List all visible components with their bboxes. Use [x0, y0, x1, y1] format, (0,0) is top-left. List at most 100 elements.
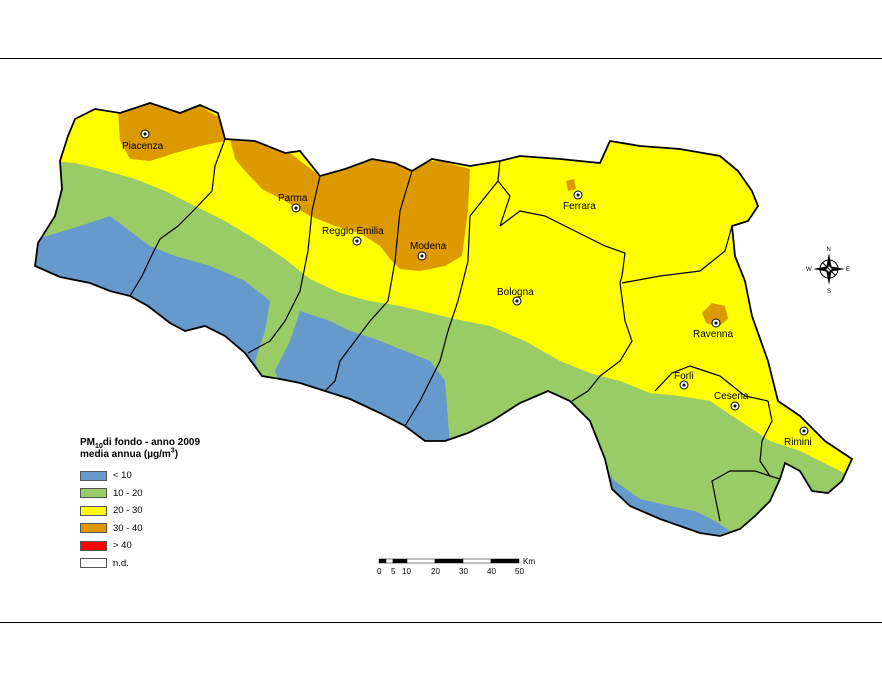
surface-lt10-center [275, 311, 450, 446]
city-label-piacenza: Piacenza [122, 141, 164, 152]
legend-subtitle-sup: 3 [170, 447, 175, 455]
legend-label: 20 - 30 [113, 505, 143, 517]
scale-seg-3 [392, 558, 408, 564]
legend-subtitle-post: ) [174, 449, 179, 460]
pm10-map: Piacenza Parma Reggio Emilia Modena Ferr [34, 102, 853, 537]
border-modena-bologna [404, 180, 499, 427]
legend-title-sub: 10 [95, 443, 103, 450]
border-piacenza-parma [129, 138, 226, 297]
city-cesena[interactable]: Cesena [714, 391, 749, 411]
city-label-modena: Modena [410, 241, 447, 252]
legend-item: 20 - 30 [80, 502, 280, 520]
legend-label: 30 - 40 [113, 522, 143, 534]
compass-s: S [827, 289, 831, 294]
compass-n: N [827, 247, 831, 253]
compass-needle-west [813, 266, 829, 272]
scale-seg-4 [406, 558, 436, 564]
city-dot [355, 239, 359, 243]
scale-seg-2 [385, 558, 394, 564]
scale-seg-6 [462, 558, 492, 564]
scale-bar: Km 0 5 10 20 30 40 50 [377, 557, 535, 576]
province-borders [129, 138, 781, 522]
legend-swatch [80, 523, 107, 534]
surface-30-40-ravenna [702, 303, 728, 327]
border-forli-south [711, 470, 771, 522]
city-label-rimini: Rimini [784, 437, 812, 448]
legend-swatch [80, 505, 107, 516]
border-ferrara-north [497, 160, 511, 227]
city-dot [420, 254, 424, 258]
legend-items: < 10 10 - 20 20 - 30 30 - 40 > 40 n.d. [80, 467, 280, 572]
city-piacenza[interactable]: Piacenza [122, 129, 164, 152]
map-frame: Piacenza Parma Reggio Emilia Modena Ferr [0, 58, 882, 623]
legend-swatch [80, 540, 107, 551]
city-ravenna[interactable]: Ravenna [693, 318, 733, 340]
surface-30-40-emilia [230, 139, 470, 271]
compass-needle-south [826, 269, 832, 285]
legend-label: 10 - 20 [113, 487, 143, 499]
border-bologna-ravenna [571, 282, 633, 402]
city-markers: Piacenza Parma Reggio Emilia Modena Ferr [122, 129, 812, 448]
scale-tick-10: 10 [402, 567, 411, 576]
city-label-reggio-emilia: Reggio Emilia [322, 226, 384, 237]
city-label-bologna: Bologna [497, 287, 534, 298]
border-bologna-ferrara [499, 210, 626, 284]
border-forli-rimini [759, 400, 781, 480]
city-rimini[interactable]: Rimini [784, 426, 812, 448]
scale-tick-20: 20 [431, 567, 440, 576]
legend-swatch [80, 558, 107, 569]
compass-rose-icon: N S E W [806, 247, 850, 294]
legend-label: < 10 [113, 470, 132, 482]
scale-seg-7 [490, 558, 520, 564]
city-forli[interactable]: Forlì [674, 371, 694, 390]
legend-item: 30 - 40 [80, 520, 280, 538]
legend-label: n.d. [113, 557, 129, 569]
legend-item: < 10 [80, 467, 280, 485]
legend-subtitle-pre: media annua (µg/m [80, 449, 171, 460]
compass-needle-diag [822, 262, 836, 276]
legend-item: 10 - 20 [80, 485, 280, 503]
scale-seg-5 [434, 558, 464, 564]
city-dot [143, 132, 147, 136]
legend-label: > 40 [113, 540, 132, 552]
scale-tick-50: 50 [515, 567, 524, 576]
compass-needle-east [829, 266, 845, 272]
scale-unit: Km [523, 557, 535, 566]
legend-title: PM10di fondo - anno 2009 media annua (µg… [80, 437, 280, 461]
legend-swatch [80, 488, 107, 499]
surface-30-40-piacenza [118, 103, 225, 161]
city-parma[interactable]: Parma [278, 193, 308, 213]
legend-swatch [80, 470, 107, 481]
compass-w: W [806, 267, 812, 273]
scale-seg-1 [378, 558, 387, 564]
city-label-forli: Forlì [674, 371, 694, 382]
scale-tick-40: 40 [487, 567, 496, 576]
legend-item: > 40 [80, 537, 280, 555]
border-ferrara-ravenna [621, 225, 733, 284]
scale-tick-30: 30 [459, 567, 468, 576]
compass-needle-north [826, 253, 832, 269]
compass-e: E [846, 267, 850, 273]
city-dot [515, 299, 519, 303]
city-ferrara[interactable]: Ferrara [563, 190, 596, 212]
city-dot [714, 321, 718, 325]
city-label-cesena: Cesena [714, 391, 749, 402]
scale-tick-5: 5 [391, 567, 396, 576]
city-dot [733, 404, 737, 408]
legend: PM10di fondo - anno 2009 media annua (µg… [80, 437, 280, 572]
city-label-parma: Parma [278, 193, 308, 204]
city-bologna[interactable]: Bologna [497, 287, 534, 306]
city-modena[interactable]: Modena [410, 241, 447, 261]
city-dot [294, 206, 298, 210]
city-dot [576, 193, 580, 197]
city-label-ferrara: Ferrara [563, 201, 596, 212]
legend-title-rest: di fondo - anno 2009 [102, 437, 201, 448]
border-ravenna-forli [654, 365, 769, 402]
city-reggio-emilia[interactable]: Reggio Emilia [322, 226, 384, 246]
city-dot [682, 383, 686, 387]
border-reggio-modena [324, 170, 413, 392]
legend-title-pm: PM [80, 437, 95, 448]
city-label-ravenna: Ravenna [693, 329, 733, 340]
legend-item: n.d. [80, 555, 280, 573]
surface-30-40-ferrara-speck [566, 179, 576, 191]
